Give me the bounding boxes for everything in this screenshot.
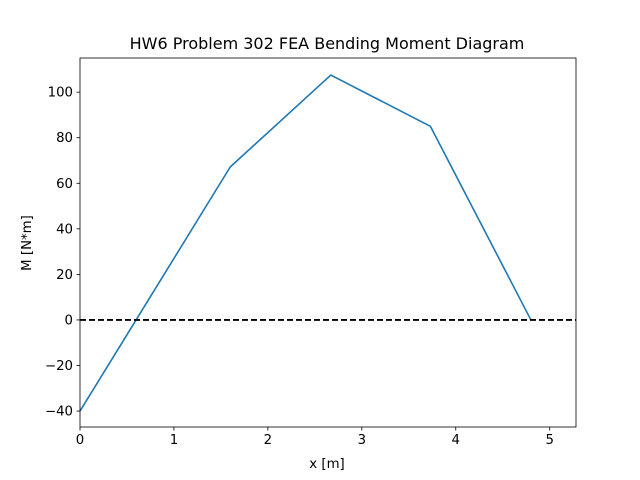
y-tick-label: 40 [56, 222, 73, 237]
x-tick-label: 5 [545, 433, 553, 448]
x-tick-label: 0 [76, 433, 84, 448]
plot-area: 0 1 2 3 4 5 −40 −20 0 20 40 60 80 100 [45, 57, 577, 448]
chart-title: HW6 Problem 302 FEA Bending Moment Diagr… [130, 34, 525, 53]
x-axis-label: x [m] [309, 457, 344, 472]
x-tick-label: 4 [452, 433, 460, 448]
y-tick-label: 100 [48, 86, 73, 101]
y-tick-label: −20 [45, 359, 73, 374]
moment-series-line [80, 74, 532, 412]
y-tick-label: 80 [56, 131, 73, 146]
y-tick-label: −40 [45, 405, 73, 420]
y-axis-label: M [N*m] [20, 215, 35, 271]
x-tick-label: 2 [264, 433, 272, 448]
plot-frame [79, 57, 577, 428]
x-tick-label: 3 [358, 433, 366, 448]
y-tick-label: 60 [56, 177, 73, 192]
y-tick-label: 0 [65, 313, 73, 328]
x-tick-label: 1 [170, 433, 178, 448]
y-tick-label: 20 [56, 268, 73, 283]
